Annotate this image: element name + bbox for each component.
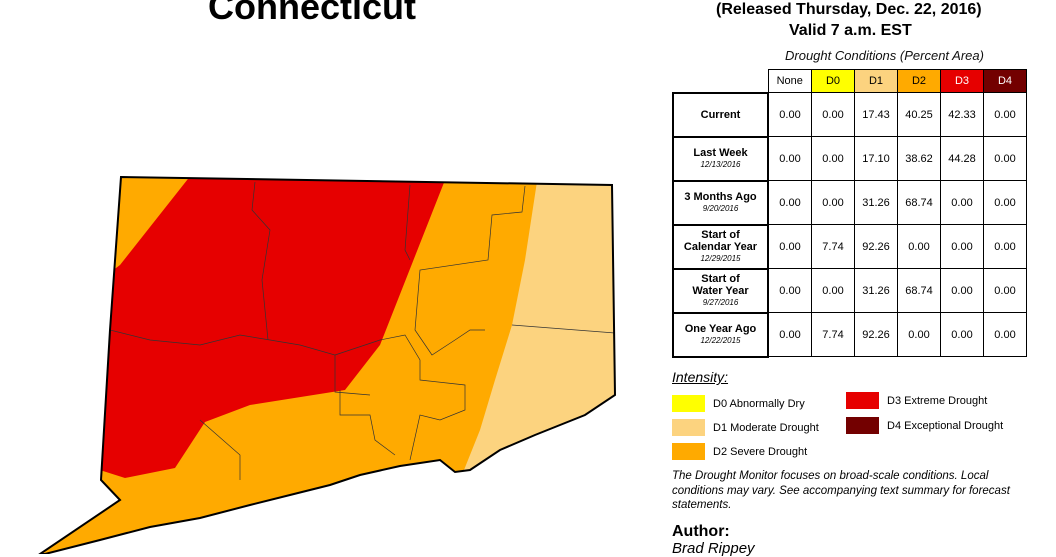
header-d0: D0 [811,69,855,93]
row-date: 12/22/2015 [700,335,741,345]
value-cell: 0.00 [811,92,855,137]
legend-item: D1 Moderate Drought [672,419,819,436]
value-cell: 0.00 [940,224,984,269]
legend-swatch [846,417,879,434]
row-date: 12/29/2015 [700,253,741,263]
row-date: 12/13/2016 [700,159,741,169]
header-d1: D1 [854,69,898,93]
row-label: Current [672,91,769,138]
row-date: 9/20/2016 [702,203,739,213]
value-cell: 0.00 [811,136,855,181]
value-cell: 92.26 [854,224,898,269]
value-cell: 31.26 [854,180,898,225]
value-cell: 0.00 [940,180,984,225]
row-label-text: Start of [701,228,740,241]
legend-label: D2 Severe Drought [713,445,808,458]
value-cell: 0.00 [983,312,1027,357]
row-label: Start of Water Year 9/27/2016 [672,267,769,314]
row-label-text: One Year Ago [684,322,757,335]
row-label-text: 3 Months Ago [684,190,757,203]
valid-time: Valid 7 a.m. EST [789,22,912,39]
table-row: One Year Ago 12/22/2015 0.00 7.74 92.26 0.00 0… [672,311,1027,358]
legend-item: D4 Exceptional Drought [846,417,1003,434]
drought-map [38,175,617,554]
legend-label: D3 Extreme Drought [887,394,988,407]
value-cell: 38.62 [897,136,941,181]
value-cell: 0.00 [811,180,855,225]
blank-cell [673,70,768,93]
table-row: Last Week 12/13/2016 0.00 0.00 17.10 38.62 44.… [672,135,1027,182]
value-cell: 42.33 [940,92,984,137]
legend-item: D2 Severe Drought [672,443,807,460]
value-cell: 0.00 [767,92,812,137]
value-cell: 92.26 [854,312,898,357]
row-date: 9/27/2016 [702,297,739,307]
value-cell: 7.74 [811,224,855,269]
legend-swatch [672,419,705,436]
table-row: 3 Months Ago 9/20/2016 0.00 0.00 31.26 68.74 0… [672,179,1027,226]
row-label: Start of Calendar Year 12/29/2015 [672,223,769,270]
value-cell: 0.00 [983,136,1027,181]
value-cell: 44.28 [940,136,984,181]
author-name: Brad Rippey [672,540,755,557]
disclaimer-note: The Drought Monitor focuses on broad-sca… [672,470,1010,511]
legend-swatch [672,443,705,460]
value-cell: 0.00 [767,136,812,181]
d3-area [100,177,445,478]
legend-title: Intensity: [672,369,729,385]
table-row: Current 0.00 0.00 17.43 40.25 42.33 0.00 [672,91,1027,138]
legend-label: D1 Moderate Drought [713,421,819,434]
value-cell: 0.00 [940,312,984,357]
county-borders [109,181,615,480]
header-d3: D3 [940,69,984,93]
legend-swatch [846,392,879,409]
header-none: None [767,69,812,93]
row-label: One Year Ago 12/22/2015 [672,311,769,358]
header-d4: D4 [983,69,1027,93]
value-cell: 0.00 [940,268,984,313]
author-label: Author: [672,523,730,540]
map-title: Connecticut [208,0,417,27]
value-cell: 0.00 [983,92,1027,137]
row-label-text: Current [700,108,741,121]
header-d2: D2 [897,69,941,93]
value-cell: 0.00 [983,180,1027,225]
value-cell: 7.74 [811,312,855,357]
table-caption: Drought Conditions (Percent Area) [785,48,984,63]
value-cell: 0.00 [897,224,941,269]
value-cell: 0.00 [897,312,941,357]
legend-item: D0 Abnormally Dry [672,395,805,412]
row-label-text: Last Week [693,146,748,159]
value-cell: 68.74 [897,268,941,313]
release-date: (Released Thursday, Dec. 22, 2016) [716,1,982,18]
value-cell: 68.74 [897,180,941,225]
value-cell: 0.00 [767,312,812,357]
row-label: 3 Months Ago 9/20/2016 [672,179,769,226]
legend-label: D0 Abnormally Dry [713,397,805,410]
state-outline [38,175,617,554]
value-cell: 0.00 [767,224,812,269]
value-cell: 0.00 [983,224,1027,269]
row-label-text: Start of [701,272,740,285]
row-label-text: Calendar Year [683,240,758,253]
legend-swatch [672,395,705,412]
row-label-text: Water Year [692,284,749,297]
table-row: Start of Water Year 9/27/2016 0.00 0.00 31.26… [672,267,1027,314]
value-cell: 17.43 [854,92,898,137]
value-cell: 40.25 [897,92,941,137]
value-cell: 17.10 [854,136,898,181]
value-cell: 0.00 [811,268,855,313]
table-row: Start of Calendar Year 12/29/2015 0.00 7.74 9… [672,223,1027,270]
row-label: Last Week 12/13/2016 [672,135,769,182]
drought-table: None D0 D1 D2 D3 D4 Current 0.00 0.00 17.43 40.25… [672,69,1027,358]
legend-item: D3 Extreme Drought [846,392,987,409]
value-cell: 0.00 [767,180,812,225]
value-cell: 0.00 [983,268,1027,313]
value-cell: 0.00 [767,268,812,313]
value-cell: 31.26 [854,268,898,313]
legend-label: D4 Exceptional Drought [887,419,1004,432]
